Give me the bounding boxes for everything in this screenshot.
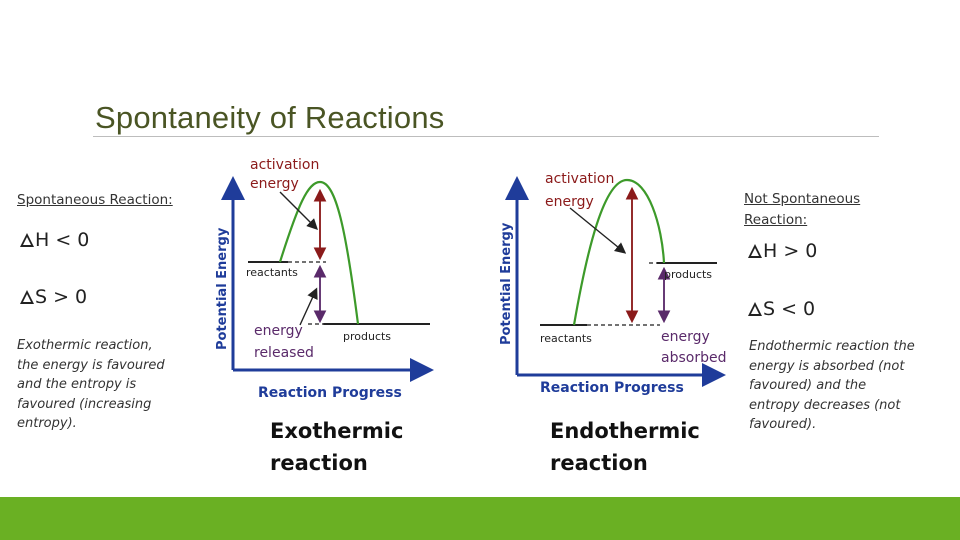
released-label: energy xyxy=(254,323,303,339)
reactants-label: reactants xyxy=(540,332,592,345)
y-axis-label: Potential Energy xyxy=(499,222,514,345)
activation-label: energy xyxy=(545,194,594,210)
left-delta-h: H < 0 xyxy=(20,229,89,251)
left-desc-line: Exothermic reaction, xyxy=(17,338,153,353)
left-delta-h-text: H < 0 xyxy=(35,229,90,251)
left-desc-line: entropy). xyxy=(17,416,77,431)
activation-label: energy xyxy=(250,176,299,192)
endothermic-diagram: Potential Energy Reaction Progress activ… xyxy=(499,171,726,475)
spontaneous-heading: Spontaneous Reaction: xyxy=(17,192,173,208)
exothermic-diagram: Potential Energy Reaction Progress activ… xyxy=(215,157,434,475)
page-title: Spontaneity of Reactions xyxy=(95,100,445,135)
endothermic-caption: Endothermic xyxy=(550,419,700,443)
right-desc-line: energy is absorbed (not xyxy=(749,358,905,374)
right-delta-h: H > 0 xyxy=(748,240,817,262)
left-delta-s: S > 0 xyxy=(20,286,87,308)
left-description: Exothermic reaction, the energy is favou… xyxy=(17,336,165,434)
right-delta-h-text: H > 0 xyxy=(763,240,818,262)
left-desc-line: the energy is favoured xyxy=(17,357,165,373)
activation-label: activation xyxy=(250,157,319,173)
activation-label: activation xyxy=(545,171,614,187)
activation-pointer xyxy=(279,191,318,230)
title-divider xyxy=(93,136,879,137)
right-description: Endothermic reaction the energy is absor… xyxy=(749,337,915,435)
products-label: products xyxy=(664,268,712,281)
right-delta-s: S < 0 xyxy=(748,298,815,320)
released-pointer xyxy=(299,287,318,326)
exothermic-caption: reaction xyxy=(270,451,368,475)
delta-icon xyxy=(748,302,762,316)
right-delta-s-text: S < 0 xyxy=(763,298,816,320)
right-desc-line: favoured). xyxy=(749,417,817,432)
endothermic-caption: reaction xyxy=(550,451,648,475)
delta-icon xyxy=(748,244,762,258)
right-desc-line: Endothermic reaction the xyxy=(749,339,915,354)
products-label: products xyxy=(343,330,391,343)
left-desc-line: and the entropy is xyxy=(17,377,137,392)
absorbed-label: energy xyxy=(661,329,710,345)
right-desc-line: favoured) and the xyxy=(749,378,867,393)
not-spontaneous-heading-line: Not Spontaneous xyxy=(744,191,861,207)
energy-curve xyxy=(278,180,360,325)
reactants-label: reactants xyxy=(246,266,298,279)
x-axis-label: Reaction Progress xyxy=(258,385,402,401)
y-axis-label: Potential Energy xyxy=(215,227,230,350)
delta-icon xyxy=(20,233,34,247)
exothermic-caption: Exothermic xyxy=(270,419,403,443)
energy-curve xyxy=(572,178,666,326)
not-spontaneous-heading: Not Spontaneous Reaction: xyxy=(744,189,860,231)
left-desc-line: favoured (increasing xyxy=(17,396,152,412)
activation-pointer xyxy=(569,207,627,254)
absorbed-label: absorbed xyxy=(661,350,726,366)
right-desc-line: entropy decreases (not xyxy=(749,397,901,413)
released-label: released xyxy=(254,345,314,361)
left-delta-s-text: S > 0 xyxy=(35,286,88,308)
not-spontaneous-heading-line: Reaction: xyxy=(744,212,808,228)
delta-icon xyxy=(20,290,34,304)
x-axis-label: Reaction Progress xyxy=(540,380,684,396)
footer-accent-bar xyxy=(0,497,960,540)
